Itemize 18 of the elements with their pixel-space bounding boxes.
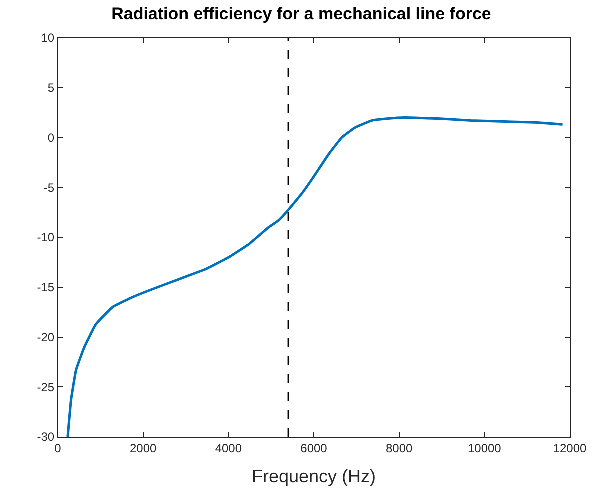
y-tick-label: -5 (44, 180, 55, 195)
x-tick-label: 4000 (215, 441, 242, 456)
y-tick-label: 5 (48, 81, 55, 96)
y-tick-label: -25 (37, 380, 55, 394)
line-series (66, 116, 564, 437)
y-tick-label: 0 (48, 130, 55, 145)
x-tick-label: 6000 (300, 441, 328, 456)
x-tick-label: 12000 (553, 441, 588, 456)
y-tick-label: -10 (37, 230, 55, 245)
x-tick-label: 2000 (130, 441, 157, 456)
chart-title: Radiation efficiency for a mechanical line force (112, 4, 492, 24)
y-tick-label: -20 (37, 330, 55, 344)
x-tick-label: 8000 (386, 441, 413, 456)
y-tick-label: 10 (41, 31, 55, 46)
x-tick-label: 10000 (468, 441, 502, 456)
y-tick-label: -15 (37, 280, 55, 295)
y-tick-label: -30 (37, 430, 55, 444)
x-axis-title: Frequency (Hz) (252, 466, 376, 486)
